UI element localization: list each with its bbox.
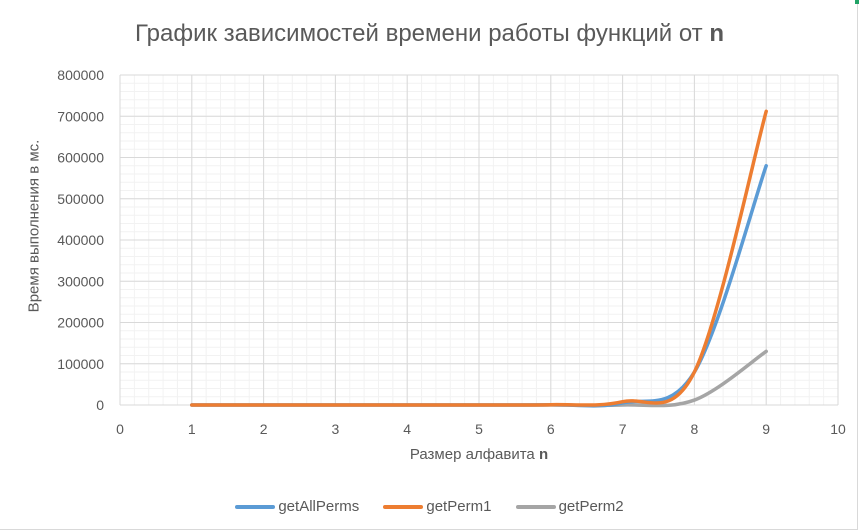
legend-swatch: [515, 504, 556, 509]
legend: getAllPerms getPerm1 getPerm2: [0, 497, 859, 515]
x-tick-label: 7: [619, 421, 627, 437]
y-tick-label: 300000: [57, 273, 104, 289]
x-tick-label: 10: [830, 421, 846, 437]
series-line-getperm1: [190, 109, 768, 407]
series-lines: [190, 109, 768, 408]
x-tick-label: 4: [403, 421, 411, 437]
y-tick-label: 400000: [57, 232, 104, 248]
legend-item-getallperms: getAllPerms: [235, 498, 359, 515]
x-tick-label: 1: [188, 421, 196, 437]
x-tick-label: 3: [332, 421, 340, 437]
legend-swatch: [235, 504, 276, 509]
y-tick-label: 200000: [57, 315, 104, 331]
y-tick-label: 100000: [57, 356, 104, 372]
grid: [119, 74, 839, 406]
y-tick-label: 700000: [57, 108, 104, 124]
legend-swatch: [383, 504, 424, 509]
y-tick-label: 600000: [57, 150, 104, 166]
y-tick-label: 500000: [57, 191, 104, 207]
x-tick-label: 8: [691, 421, 699, 437]
selection-handle: [855, 0, 859, 4]
x-tick-label: 0: [116, 421, 124, 437]
chart-title: График зависимостей времени работы функц…: [135, 20, 724, 47]
x-tick-label: 6: [547, 421, 555, 437]
y-tick-label: 800000: [57, 67, 104, 83]
legend-item-getperm2: getPerm2: [515, 498, 624, 515]
tick-labels: 0 1 2 3 4 5 6 7 8 9 10 0 100000 200000 300000 400000 500…: [57, 67, 846, 437]
x-tick-label: 5: [475, 421, 483, 437]
legend-item-getperm1: getPerm1: [383, 498, 491, 515]
x-tick-label: 2: [260, 421, 268, 437]
y-tick-label: 0: [96, 397, 104, 413]
x-tick-label: 9: [762, 421, 770, 437]
x-axis-label: Размер алфавита n: [409, 446, 549, 463]
